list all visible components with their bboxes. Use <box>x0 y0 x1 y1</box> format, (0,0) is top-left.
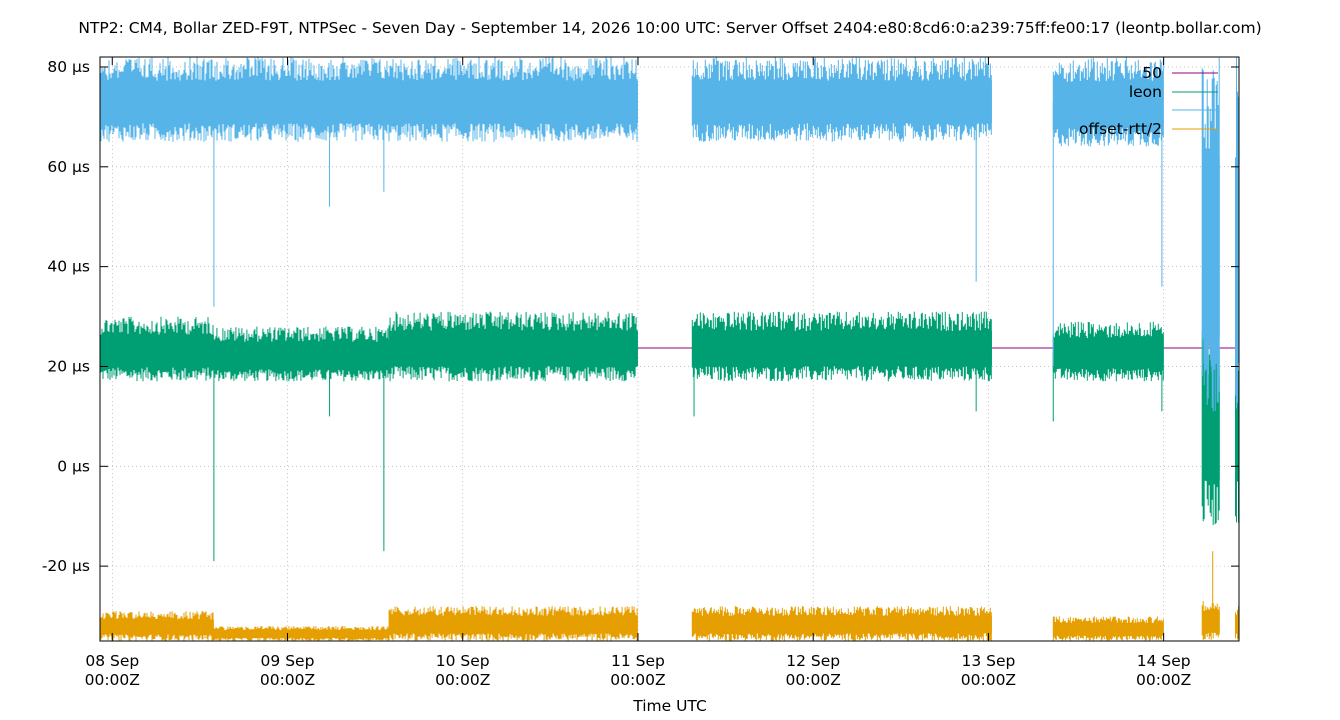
series-offset-rtt/2 <box>100 551 1239 641</box>
series-core <box>1053 338 1164 369</box>
series-core <box>692 331 992 367</box>
y-tick-label: 80 µs <box>47 58 90 76</box>
legend-label: 50 <box>1142 64 1162 82</box>
series-core <box>1202 612 1220 633</box>
series-core <box>1235 157 1239 338</box>
series-core <box>692 80 992 124</box>
series-core <box>100 334 214 368</box>
x-tick-label: 08 Sep <box>85 652 139 670</box>
series-core <box>389 615 638 634</box>
x-tick-label: 00:00Z <box>260 671 315 689</box>
x-tick-label: 00:00Z <box>610 671 665 689</box>
legend-label: leon <box>1129 83 1162 101</box>
series-core <box>1235 378 1239 482</box>
x-tick-label: 10 Sep <box>436 652 490 670</box>
y-tick-label: 40 µs <box>47 258 90 276</box>
series-core <box>1053 82 1164 128</box>
series-core <box>213 630 390 638</box>
series-core <box>1202 157 1220 338</box>
legend-label: offset-rtt/2 <box>1079 120 1162 138</box>
series-core <box>1235 615 1239 634</box>
x-axis-label: Time UTC <box>633 697 707 715</box>
series-core <box>213 341 390 370</box>
series-core <box>100 80 638 124</box>
x-tick-label: 00:00Z <box>1136 671 1191 689</box>
series-rtt <box>100 57 1239 412</box>
x-tick-label: 09 Sep <box>261 652 315 670</box>
chart-title: NTP2: CM4, Bollar ZED-F9T, NTPSec - Seve… <box>78 19 1262 37</box>
x-tick-label: 00:00Z <box>786 671 841 689</box>
series-core <box>389 331 638 367</box>
x-tick-label: 14 Sep <box>1137 652 1191 670</box>
x-tick-label: 00:00Z <box>961 671 1016 689</box>
x-tick-label: 00:00Z <box>85 671 140 689</box>
data-layer <box>100 57 1239 641</box>
x-tick-label: 12 Sep <box>786 652 840 670</box>
x-tick-label: 11 Sep <box>611 652 665 670</box>
y-tick-label: -20 µs <box>42 557 90 575</box>
y-tick-label: 0 µs <box>57 457 90 475</box>
series-core <box>692 615 992 634</box>
series-core <box>1053 623 1164 636</box>
plot-border <box>99 56 1240 642</box>
y-tick-label: 60 µs <box>47 158 90 176</box>
x-tick-label: 00:00Z <box>435 671 490 689</box>
x-tick-label: 13 Sep <box>961 652 1015 670</box>
series-leon <box>100 311 1239 562</box>
series-core <box>100 619 214 635</box>
y-tick-label: 20 µs <box>47 357 90 375</box>
